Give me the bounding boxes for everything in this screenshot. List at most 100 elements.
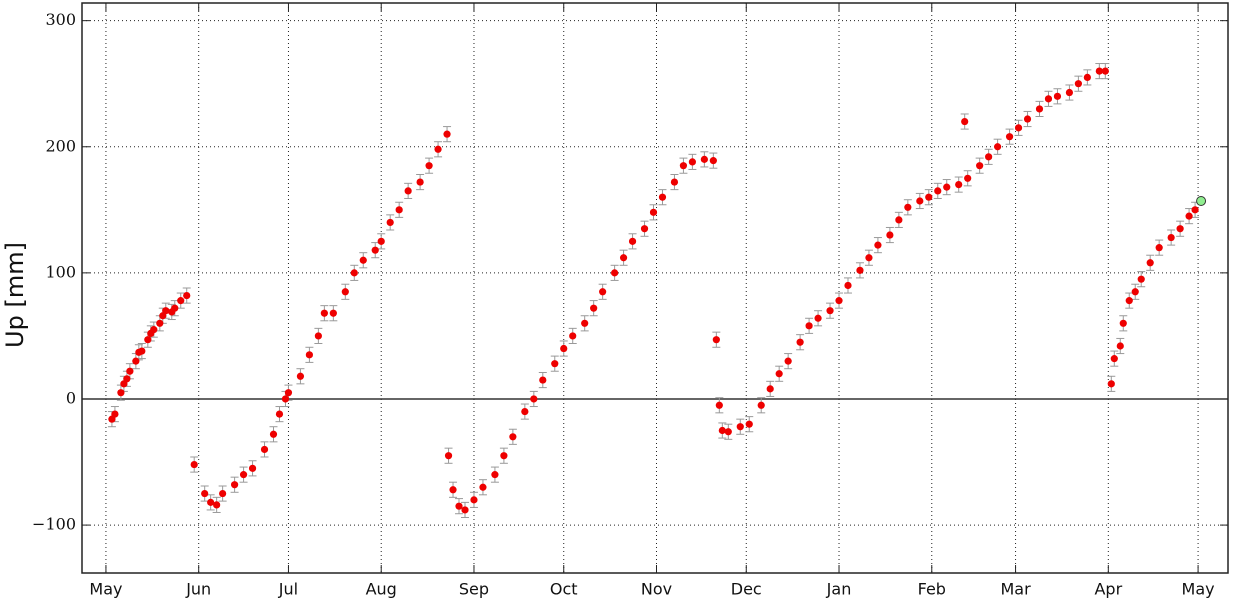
point	[260, 445, 269, 454]
point	[581, 319, 589, 327]
point	[314, 332, 322, 340]
point	[1014, 124, 1023, 132]
point	[1116, 342, 1124, 350]
point	[874, 241, 882, 249]
point	[521, 407, 529, 416]
point	[231, 481, 239, 489]
point	[805, 322, 813, 330]
point	[700, 155, 708, 163]
point	[688, 158, 697, 166]
point	[416, 178, 424, 186]
point	[551, 360, 559, 368]
point	[611, 269, 619, 277]
point	[1119, 319, 1127, 327]
x-tick-label: Apr	[1094, 580, 1122, 599]
point	[1191, 206, 1199, 214]
point	[679, 162, 688, 170]
point	[284, 389, 293, 397]
point	[1146, 259, 1154, 267]
point	[207, 498, 215, 506]
point	[123, 375, 131, 383]
point	[599, 288, 607, 296]
point	[736, 423, 744, 431]
point	[590, 304, 598, 312]
point	[1167, 233, 1175, 242]
point	[1125, 297, 1133, 305]
y-tick-label: 100	[45, 262, 76, 281]
point	[560, 344, 568, 353]
point	[1023, 115, 1032, 123]
point	[916, 197, 924, 205]
point	[150, 326, 158, 334]
point	[434, 145, 442, 153]
point	[491, 471, 499, 479]
point	[171, 304, 179, 312]
point	[994, 143, 1002, 151]
point	[628, 237, 637, 245]
x-tick-label: Jan	[826, 580, 852, 599]
x-tick-label: Dec	[731, 580, 762, 599]
point	[955, 180, 963, 189]
x-tick-label: Jun	[185, 580, 211, 599]
point	[281, 395, 290, 403]
point	[443, 130, 451, 138]
x-tick-label: May	[1182, 580, 1215, 599]
highlight-point	[1196, 195, 1207, 206]
point	[1155, 244, 1163, 252]
point	[530, 395, 538, 403]
point	[856, 266, 864, 274]
y-tick-label: 200	[45, 136, 76, 155]
point	[305, 351, 314, 359]
point	[455, 502, 463, 510]
point	[1095, 67, 1103, 75]
point	[835, 297, 843, 305]
point	[1185, 212, 1193, 220]
y-axis-label: Up [mm]	[1, 242, 29, 348]
point	[190, 460, 198, 469]
point	[341, 288, 349, 296]
point	[320, 309, 328, 317]
x-tick-label: Sep	[459, 580, 489, 599]
point	[248, 464, 257, 472]
point	[111, 410, 119, 418]
point	[156, 319, 164, 327]
point	[985, 153, 993, 161]
point	[201, 489, 209, 498]
point	[386, 218, 394, 227]
point	[745, 420, 753, 428]
y-tick-label: 0	[66, 388, 76, 407]
point	[1035, 105, 1044, 113]
point	[640, 225, 649, 233]
point	[709, 157, 717, 165]
point	[961, 117, 969, 126]
point	[1083, 73, 1091, 82]
point	[479, 483, 487, 491]
point	[117, 389, 125, 397]
point	[925, 193, 933, 201]
point	[715, 401, 723, 409]
point	[1110, 355, 1118, 363]
point	[461, 506, 469, 514]
point	[766, 385, 774, 393]
point	[1065, 88, 1074, 97]
point	[395, 206, 403, 214]
point	[126, 367, 134, 375]
point	[269, 430, 278, 438]
point	[826, 307, 834, 315]
point	[500, 452, 508, 460]
point	[509, 433, 517, 441]
point	[895, 216, 903, 224]
point	[219, 489, 227, 498]
point	[569, 332, 577, 340]
point	[796, 338, 804, 346]
point	[177, 297, 185, 305]
point	[814, 314, 822, 322]
point	[904, 203, 912, 211]
point	[371, 246, 379, 254]
point	[943, 183, 951, 191]
point	[649, 208, 658, 216]
point	[329, 309, 337, 317]
point	[132, 357, 140, 365]
point	[844, 281, 852, 290]
point	[1137, 275, 1145, 283]
